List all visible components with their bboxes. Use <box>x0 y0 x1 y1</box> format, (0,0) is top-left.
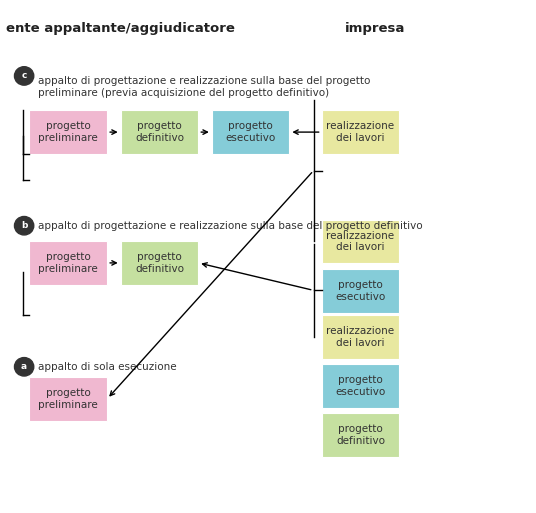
Text: progetto
preliminare: progetto preliminare <box>39 388 98 410</box>
Text: a: a <box>21 362 27 371</box>
Text: progetto
preliminare: progetto preliminare <box>39 252 98 274</box>
Circle shape <box>14 358 34 376</box>
FancyBboxPatch shape <box>29 377 107 421</box>
Circle shape <box>14 67 34 85</box>
Text: realizzazione
dei lavori: realizzazione dei lavori <box>326 326 394 348</box>
Circle shape <box>14 216 34 235</box>
FancyBboxPatch shape <box>121 110 198 154</box>
Text: realizzazione
dei lavori: realizzazione dei lavori <box>326 230 394 252</box>
Text: progetto
esecutivo: progetto esecutivo <box>226 121 276 143</box>
FancyBboxPatch shape <box>322 315 399 359</box>
Text: ente appaltante/aggiudicatore: ente appaltante/aggiudicatore <box>6 22 235 35</box>
Text: appalto di progettazione e realizzazione sulla base del progetto
preliminare (pr: appalto di progettazione e realizzazione… <box>38 76 370 97</box>
Text: b: b <box>21 221 27 230</box>
Text: appalto di progettazione e realizzazione sulla base del progetto definitivo: appalto di progettazione e realizzazione… <box>38 221 422 231</box>
Text: progetto
definitivo: progetto definitivo <box>336 424 385 446</box>
FancyBboxPatch shape <box>322 220 399 263</box>
FancyBboxPatch shape <box>212 110 289 154</box>
FancyBboxPatch shape <box>121 241 198 285</box>
Text: c: c <box>21 71 27 81</box>
Text: realizzazione
dei lavori: realizzazione dei lavori <box>326 121 394 143</box>
Text: impresa: impresa <box>345 22 405 35</box>
FancyBboxPatch shape <box>322 110 399 154</box>
FancyBboxPatch shape <box>29 110 107 154</box>
Text: appalto di sola esecuzione: appalto di sola esecuzione <box>38 362 176 372</box>
FancyBboxPatch shape <box>322 364 399 408</box>
Text: progetto
definitivo: progetto definitivo <box>135 252 184 274</box>
Text: progetto
preliminare: progetto preliminare <box>39 121 98 143</box>
Text: progetto
definitivo: progetto definitivo <box>135 121 184 143</box>
FancyBboxPatch shape <box>322 413 399 457</box>
FancyBboxPatch shape <box>322 269 399 313</box>
Text: progetto
esecutivo: progetto esecutivo <box>336 280 385 302</box>
Text: progetto
esecutivo: progetto esecutivo <box>336 375 385 397</box>
FancyBboxPatch shape <box>29 241 107 285</box>
